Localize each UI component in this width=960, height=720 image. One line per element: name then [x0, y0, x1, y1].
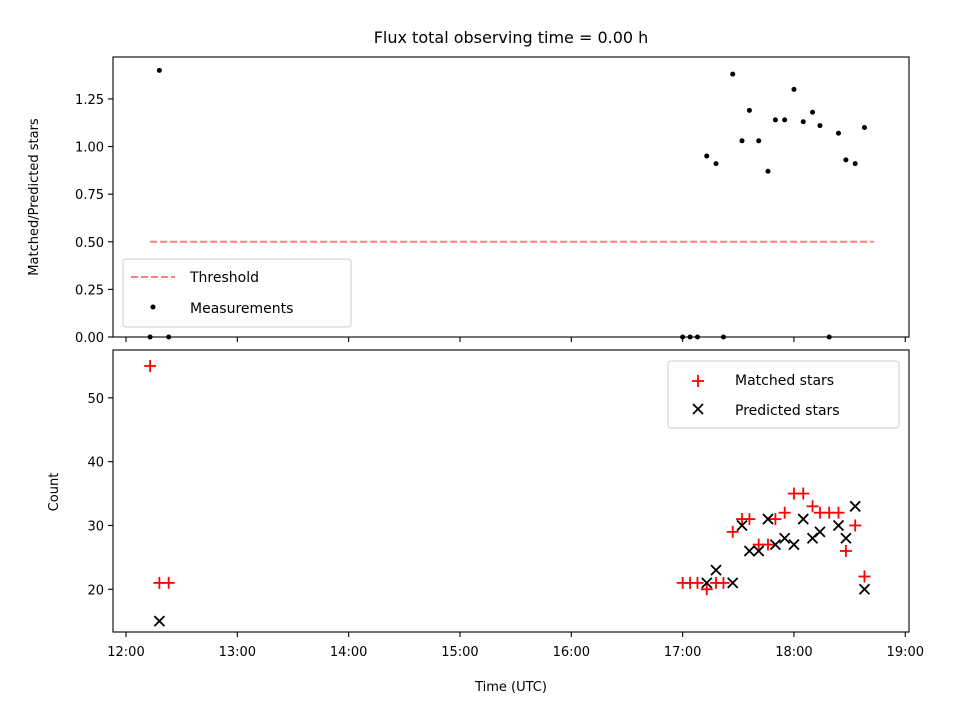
- measurement-point: [817, 123, 823, 129]
- measurement-point: [739, 138, 745, 144]
- x-tick-label: 12:00: [107, 645, 144, 660]
- legend-measurements-label: Measurements: [190, 301, 293, 317]
- matched-star-point: [806, 500, 819, 513]
- ratio-plot-area: [147, 67, 874, 340]
- matched-star-point: [858, 570, 871, 583]
- measurement-point: [852, 161, 858, 167]
- count-plot-area: [144, 359, 871, 627]
- bottom-y-tick-label: 30: [87, 519, 104, 534]
- measurement-point: [746, 107, 752, 113]
- predicted-star-point: [814, 526, 826, 538]
- predicted-star-point: [710, 564, 722, 576]
- measurement-point: [800, 119, 806, 125]
- predicted-star-point: [849, 500, 861, 512]
- matched-star-point: [761, 538, 774, 551]
- top-x-axis-ticks: [125, 337, 906, 342]
- predicted-star-point: [736, 519, 748, 532]
- measurement-point: [713, 161, 719, 167]
- predicted-star-point: [701, 577, 713, 589]
- legend-predicted-swatch: [692, 403, 704, 415]
- predicted-star-point: [769, 538, 782, 551]
- predicted-star-point: [788, 538, 800, 551]
- measurement-point: [756, 138, 762, 144]
- matched-star-point: [162, 576, 175, 589]
- x-tick-label: 17:00: [664, 645, 701, 660]
- top-panel: 0.00 0.25 0.50 0.75 1.00 1.25 Matched/Predict…: [27, 56, 910, 346]
- predicted-star-point: [858, 583, 871, 595]
- x-tick-label: 15:00: [441, 645, 478, 660]
- legend-matched-swatch: [692, 375, 704, 387]
- legend-measurements-swatch: [150, 304, 156, 310]
- matched-star-point: [700, 583, 713, 596]
- matched-star-point: [832, 506, 845, 519]
- x-tick-label: 16:00: [553, 645, 590, 660]
- predicted-star-point: [797, 513, 809, 525]
- predicted-star-point: [753, 545, 765, 557]
- predicted-star-point: [840, 532, 852, 544]
- measurement-point: [782, 117, 788, 123]
- top-y-tick-label: 1.00: [75, 141, 104, 156]
- bottom-x-axis: 12:00 13:00 14:00 15:00 16:00 17:00 18:00 19:00: [107, 632, 924, 660]
- top-y-axis-label: Matched/Predicted stars: [27, 118, 42, 276]
- measurement-point: [772, 117, 778, 123]
- bottom-y-tick-label: 50: [87, 392, 104, 407]
- top-y-tick-label: 1.25: [75, 93, 104, 108]
- measurement-point: [791, 86, 797, 92]
- measurement-point: [765, 168, 771, 174]
- legend-predicted-label: Predicted stars: [735, 403, 840, 419]
- predicted-star-point: [762, 513, 774, 525]
- legend-threshold-label: Threshold: [189, 270, 259, 286]
- chart-title: Flux total observing time = 0.00 h: [374, 28, 649, 47]
- measurement-point: [861, 124, 867, 130]
- x-tick-label: 13:00: [219, 645, 256, 660]
- legend-matched-label: Matched stars: [735, 373, 834, 389]
- matched-star-point: [839, 544, 852, 557]
- matched-star-point: [743, 513, 756, 526]
- bottom-y-axis-label: Count: [47, 473, 62, 512]
- top-y-axis: 0.00 0.25 0.50 0.75 1.00 1.25: [75, 93, 113, 346]
- matched-star-point: [691, 576, 704, 589]
- matched-star-point: [849, 519, 862, 532]
- predicted-star-point: [153, 615, 166, 627]
- predicted-star-point: [779, 532, 791, 544]
- predicted-star-point: [743, 545, 756, 557]
- top-y-tick-label: 0.00: [75, 331, 104, 346]
- matched-star-point: [797, 487, 810, 500]
- measurement-point: [704, 153, 710, 159]
- top-y-tick-label: 0.75: [75, 188, 104, 203]
- measurement-point: [730, 71, 736, 77]
- x-tick-label: 19:00: [887, 645, 924, 660]
- measurement-point: [156, 67, 162, 73]
- x-tick-label: 18:00: [775, 645, 812, 660]
- matched-star-point: [144, 359, 157, 372]
- top-axes-frame: [112, 56, 910, 338]
- x-tick-label: 14:00: [330, 645, 367, 660]
- top-legend-frame: [122, 258, 352, 328]
- top-legend: Threshold Measurements: [122, 258, 352, 328]
- matched-star-point: [769, 513, 782, 526]
- matched-star-point: [778, 506, 791, 519]
- top-y-tick-label: 0.25: [75, 283, 104, 298]
- x-axis-label: Time (UTC): [474, 680, 547, 695]
- measurement-point: [835, 130, 841, 136]
- bottom-legend-frame: [667, 360, 900, 429]
- bottom-legend: Matched stars Predicted stars: [667, 360, 900, 429]
- matched-star-point: [726, 525, 739, 538]
- bottom-axes-frame: [112, 349, 910, 633]
- top-y-tick-label: 0.50: [75, 236, 104, 251]
- bottom-y-axis: 20 30 40 50: [87, 392, 113, 598]
- bottom-y-tick-label: 40: [87, 456, 104, 471]
- matched-star-point: [717, 576, 730, 589]
- predicted-star-point: [832, 519, 845, 532]
- bottom-y-tick-label: 20: [87, 583, 104, 598]
- measurement-point: [843, 157, 849, 163]
- predicted-star-point: [727, 577, 739, 589]
- measurement-point: [810, 109, 816, 115]
